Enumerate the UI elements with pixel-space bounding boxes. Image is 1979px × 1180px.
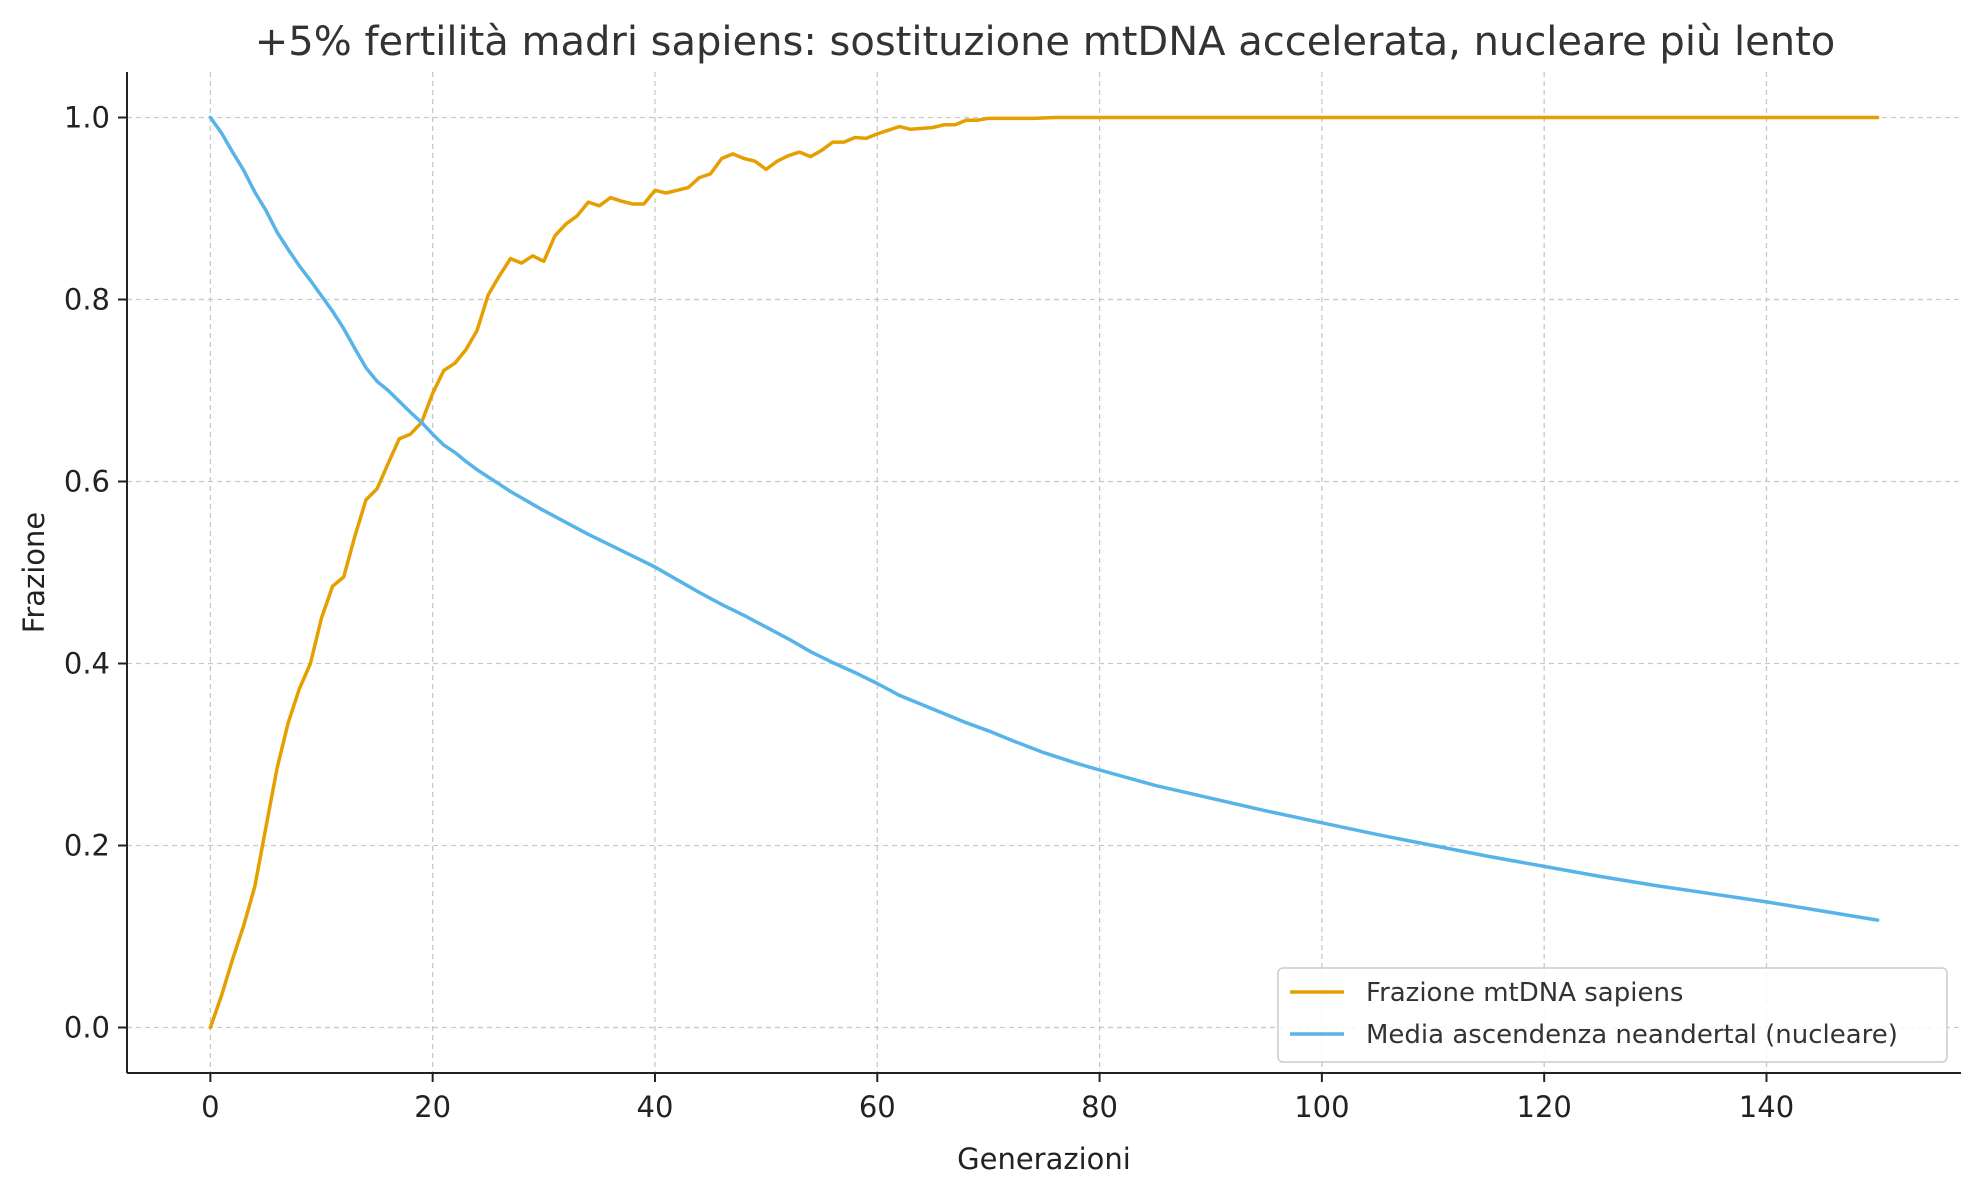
legend-label-1: Frazione mtDNA sapiens	[1366, 978, 1683, 1008]
y-axis-label: Frazione	[17, 512, 51, 634]
series-line-2	[208, 115, 1880, 922]
y-tick-label: 0.2	[64, 829, 110, 863]
grid-lines	[127, 72, 1961, 1073]
x-tick-label: 80	[1081, 1090, 1118, 1124]
x-tick-label: 60	[859, 1090, 896, 1124]
tick-marks: 0 20 40 60 80 100 120 140 0.0 0.2 0.4 0.6 0.8 1.0	[64, 101, 1794, 1125]
y-tick-label: 0.0	[64, 1011, 110, 1045]
y-tick-label: 0.6	[64, 465, 110, 499]
legend-label-2: Media ascendenza neandertal (nucleare)	[1366, 1020, 1898, 1050]
y-tick-label: 1.0	[64, 101, 110, 135]
x-tick-label: 40	[637, 1090, 674, 1124]
axes	[126, 72, 1961, 1074]
x-tick-label: 0	[201, 1090, 219, 1124]
x-tick-label: 120	[1517, 1090, 1572, 1124]
x-tick-label: 20	[414, 1090, 451, 1124]
series-line-1	[208, 115, 1880, 1030]
y-tick-label: 0.4	[64, 647, 110, 681]
series-lines	[208, 115, 1880, 1030]
y-tick-label: 0.8	[64, 283, 110, 317]
legend-box	[1277, 967, 1948, 1063]
legend: Frazione mtDNA sapiens Media ascendenza n…	[1277, 967, 1948, 1063]
chart-title: +5% fertilità madri sapiens: sostituzion…	[255, 19, 1835, 65]
x-tick-label: 100	[1294, 1090, 1349, 1124]
x-tick-label: 140	[1739, 1090, 1794, 1124]
x-axis-label: Generazioni	[957, 1142, 1131, 1176]
